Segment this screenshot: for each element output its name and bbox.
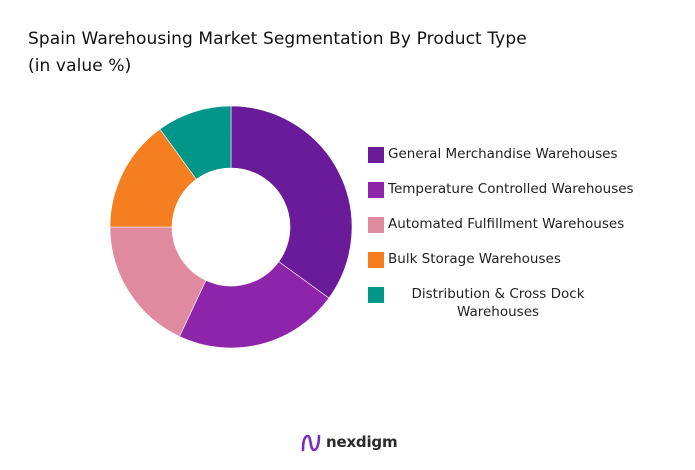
- brand-logo: nexdigm: [300, 430, 410, 456]
- slice-general-merchandise: [230, 105, 353, 299]
- chart-title-main: Spain Warehousing Market Segmentation By…: [28, 29, 527, 49]
- legend-swatch: [368, 217, 384, 233]
- legend-item-temperature-controlled: Temperature Controlled Warehouses: [368, 178, 668, 212]
- legend-label: General Merchandise Warehouses: [388, 146, 618, 162]
- slice-distribution-cross-dock: [159, 105, 232, 180]
- legend-label: Automated Fulfillment Warehouses: [388, 216, 625, 232]
- chart-subtitle: (in value %): [28, 56, 132, 76]
- legend-label: Temperature Controlled Warehouses: [388, 181, 634, 197]
- legend-swatch: [368, 147, 384, 163]
- legend-item-bulk-storage: Bulk Storage Warehouses: [368, 248, 668, 282]
- legend-item-automated-fulfillment: Automated Fulfillment Warehouses: [368, 213, 668, 247]
- legend-swatch: [368, 287, 384, 303]
- legend-item-distribution-cross-dock: Distribution & Cross Dock Warehouses: [368, 283, 668, 327]
- chart-title: Spain Warehousing Market Segmentation By…: [28, 26, 527, 80]
- legend-item-general-merchandise: General Merchandise Warehouses: [368, 143, 668, 177]
- brand-name: nexdigm: [326, 433, 398, 451]
- legend-label: Bulk Storage Warehouses: [388, 251, 561, 267]
- legend-swatch: [368, 252, 384, 268]
- legend-swatch: [368, 182, 384, 198]
- legend-label: Distribution & Cross Dock Warehouses: [411, 286, 585, 320]
- nexdigm-logo-icon: [301, 434, 321, 452]
- donut-slices: [109, 105, 353, 349]
- slice-temperature-controlled: [179, 261, 330, 349]
